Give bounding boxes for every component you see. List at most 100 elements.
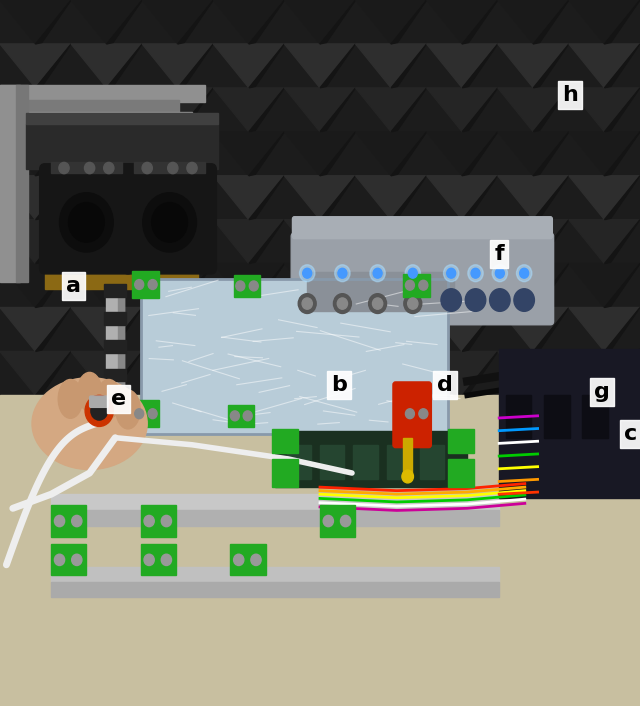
Bar <box>104 369 126 381</box>
Circle shape <box>419 409 428 419</box>
Bar <box>230 544 266 575</box>
Polygon shape <box>462 132 498 176</box>
Ellipse shape <box>116 390 140 429</box>
Bar <box>0 0 640 395</box>
Polygon shape <box>284 132 356 176</box>
Polygon shape <box>391 176 427 220</box>
Bar <box>272 459 298 487</box>
Bar <box>403 438 412 477</box>
Polygon shape <box>107 220 142 263</box>
Polygon shape <box>107 352 142 395</box>
FancyBboxPatch shape <box>292 217 552 239</box>
Circle shape <box>337 298 348 309</box>
Polygon shape <box>533 352 569 395</box>
Circle shape <box>323 515 333 527</box>
Circle shape <box>91 402 108 420</box>
Circle shape <box>152 203 188 242</box>
Ellipse shape <box>97 379 121 418</box>
Polygon shape <box>107 44 142 88</box>
Bar <box>420 445 444 479</box>
Circle shape <box>335 265 350 282</box>
Polygon shape <box>533 132 569 176</box>
Polygon shape <box>427 263 498 308</box>
Polygon shape <box>178 44 213 88</box>
Bar <box>234 275 260 297</box>
Bar <box>45 265 198 289</box>
Circle shape <box>250 281 259 291</box>
Circle shape <box>514 289 534 311</box>
Polygon shape <box>498 88 569 132</box>
Polygon shape <box>498 132 569 176</box>
Bar <box>51 582 499 597</box>
Bar <box>448 429 474 453</box>
Polygon shape <box>284 176 356 220</box>
Polygon shape <box>178 220 213 263</box>
Polygon shape <box>249 88 284 132</box>
Bar <box>403 400 430 427</box>
Polygon shape <box>36 263 71 308</box>
Polygon shape <box>142 263 213 308</box>
Circle shape <box>495 268 504 278</box>
Polygon shape <box>533 308 569 352</box>
Circle shape <box>370 265 385 282</box>
Polygon shape <box>569 220 640 263</box>
Polygon shape <box>462 308 498 352</box>
Ellipse shape <box>77 372 102 411</box>
Polygon shape <box>320 176 356 220</box>
Bar <box>582 395 608 438</box>
Polygon shape <box>284 220 356 263</box>
Bar <box>272 429 298 453</box>
Bar <box>26 124 218 169</box>
Polygon shape <box>0 308 71 352</box>
Text: d: d <box>437 375 452 395</box>
Polygon shape <box>0 132 71 176</box>
Text: e: e <box>111 389 126 409</box>
Polygon shape <box>498 44 569 88</box>
Polygon shape <box>36 44 71 88</box>
Polygon shape <box>178 352 213 395</box>
Bar <box>544 395 570 438</box>
Polygon shape <box>142 308 213 352</box>
Polygon shape <box>604 308 640 352</box>
Polygon shape <box>569 44 640 88</box>
Bar <box>141 544 176 575</box>
Bar <box>26 113 218 124</box>
Polygon shape <box>178 0 213 44</box>
Circle shape <box>230 411 239 421</box>
Polygon shape <box>391 44 427 88</box>
FancyBboxPatch shape <box>40 164 133 274</box>
Bar <box>51 505 86 537</box>
Circle shape <box>144 515 154 527</box>
Polygon shape <box>427 44 498 88</box>
Polygon shape <box>569 88 640 132</box>
Text: b: b <box>332 375 347 395</box>
Polygon shape <box>356 0 427 44</box>
Polygon shape <box>498 176 569 220</box>
Polygon shape <box>142 352 213 395</box>
Circle shape <box>406 280 415 290</box>
Polygon shape <box>356 352 427 395</box>
Circle shape <box>298 294 316 313</box>
Polygon shape <box>533 44 569 88</box>
Polygon shape <box>320 263 356 308</box>
FancyBboxPatch shape <box>90 396 108 407</box>
Polygon shape <box>71 132 142 176</box>
Circle shape <box>54 515 65 527</box>
Polygon shape <box>604 88 640 132</box>
Polygon shape <box>36 88 71 132</box>
Bar <box>51 567 499 582</box>
Bar <box>0 100 179 113</box>
Bar <box>228 405 254 427</box>
Polygon shape <box>569 132 640 176</box>
Polygon shape <box>284 308 356 352</box>
Bar <box>104 312 126 325</box>
Polygon shape <box>604 44 640 88</box>
Polygon shape <box>71 44 142 88</box>
Polygon shape <box>320 220 356 263</box>
Polygon shape <box>462 88 498 132</box>
Circle shape <box>161 515 172 527</box>
Polygon shape <box>178 88 213 132</box>
Polygon shape <box>320 132 356 176</box>
Polygon shape <box>213 132 284 176</box>
Polygon shape <box>498 308 569 352</box>
